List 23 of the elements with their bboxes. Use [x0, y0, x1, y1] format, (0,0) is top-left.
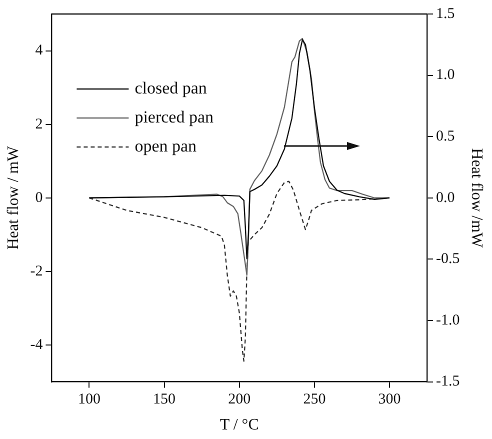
y-tick-label: -4: [30, 336, 44, 353]
y2-tick-label: 1.5: [436, 6, 455, 22]
y2-tick-label: -1.5: [436, 374, 460, 390]
y2-tick-label: 0.5: [436, 128, 455, 145]
y-axis-title: Heat flow / mW: [4, 145, 22, 250]
x-tick-label: 150: [153, 392, 176, 408]
y-tick-label: 0: [35, 190, 43, 206]
y2-tick-label: 1.0: [436, 67, 455, 84]
y-tick-label: 2: [35, 116, 43, 132]
x-tick-label: 200: [228, 392, 251, 408]
y2-tick-label: -1.0: [436, 312, 460, 328]
legend-label: open pan: [134, 136, 198, 156]
legend-label: pierced pan: [134, 107, 214, 126]
y2-tick-label: -0.5: [436, 251, 460, 268]
x-tick-label: 300: [378, 392, 401, 408]
y2-tick-label: 0.0: [436, 190, 455, 206]
x-tick-label: 100: [78, 392, 100, 408]
legend-label: closed pan: [134, 78, 208, 98]
x-axis-title: T / °C: [220, 416, 259, 434]
y2-axis-title: Heat flow /mW: [468, 148, 486, 249]
y-tick-label: -2: [30, 263, 43, 280]
y-tick-label: 4: [35, 42, 44, 59]
x-tick-label: 250: [303, 392, 326, 408]
